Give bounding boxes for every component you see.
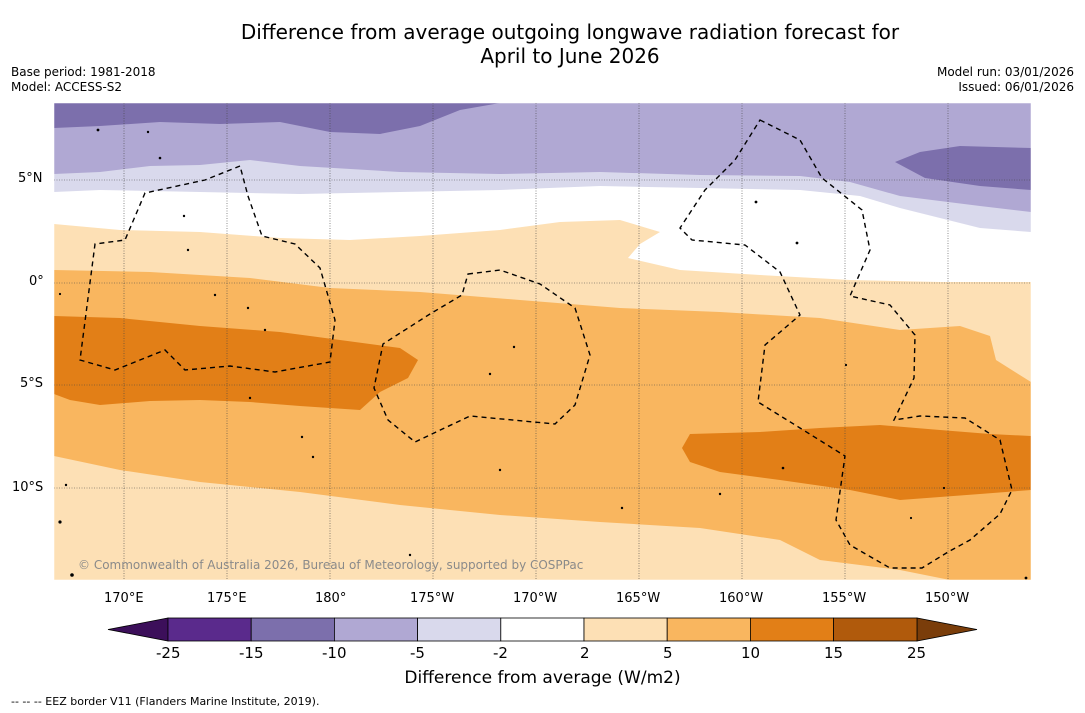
model-run: Model run: 03/01/2026 <box>936 65 1074 79</box>
lon-label-170e: 170°E <box>104 591 144 606</box>
map-field <box>54 103 1031 580</box>
model-name: Model: ACCESS-S2 <box>11 80 123 94</box>
lon-label-175e: 175°E <box>207 591 247 606</box>
map-frame <box>53 102 1032 581</box>
lat-label-5s: 5°S <box>20 376 44 391</box>
colorbar-bin-2 <box>250 617 335 642</box>
colorbar-tick: -15 <box>239 644 264 662</box>
title-line-1: Difference from average outgoing longwav… <box>240 20 900 44</box>
base-period: Base period: 1981-2018 <box>11 65 156 79</box>
lon-label-160w: 160°W <box>719 591 764 606</box>
colorbar-bin-5 <box>500 617 585 642</box>
title-line-2: April to June 2026 <box>480 44 660 68</box>
band-neg-15-north <box>54 103 500 134</box>
islands <box>58 128 1028 580</box>
colorbar-bin-7 <box>666 617 751 642</box>
colorbar-tick: 25 <box>907 644 927 662</box>
colorbar-extend-low <box>107 617 169 642</box>
lon-label-155w: 155°W <box>822 591 867 606</box>
colorbar-tick: -25 <box>156 644 181 662</box>
colorbar-extend-high <box>916 617 978 642</box>
colorbar <box>107 617 978 642</box>
colorbar-tick: 15 <box>824 644 844 662</box>
colorbar-bin-9 <box>833 617 918 642</box>
eez-border-central <box>373 269 591 443</box>
colorbar-bin-4 <box>417 617 502 642</box>
band-pos-10-east <box>682 425 1031 500</box>
colorbar-bin-8 <box>750 617 835 642</box>
eez-border-east <box>679 119 1013 569</box>
lon-label-165w: 165°W <box>616 591 661 606</box>
lat-label-0: 0° <box>29 274 44 289</box>
copyright-notice: © Commonwealth of Australia 2026, Bureau… <box>78 558 584 572</box>
lon-label-150w: 150°W <box>925 591 970 606</box>
colorbar-tick: -2 <box>493 644 508 662</box>
band-neg-10-north <box>54 103 1031 212</box>
eez-borders <box>79 119 1013 569</box>
colorbar-tick: 2 <box>580 644 590 662</box>
band-pos-10-west <box>54 316 418 410</box>
lon-label-180: 180° <box>315 591 347 606</box>
meta-right: Model run: 03/01/2026 Issued: 06/01/2026 <box>937 65 1074 95</box>
colorbar-tick: -5 <box>410 644 425 662</box>
grid-lines <box>54 103 1031 580</box>
chart-title: Difference from average outgoing longwav… <box>0 20 1085 68</box>
issued-date: Issued: 06/01/2026 <box>958 80 1074 94</box>
colorbar-tick: -10 <box>322 644 347 662</box>
band-neg-15-east <box>895 146 1031 190</box>
colorbar-bin-1 <box>167 617 252 642</box>
lon-label-170w: 170°W <box>513 591 558 606</box>
lat-label-10s: 10°S <box>12 480 44 495</box>
meta-left: Base period: 1981-2018 Model: ACCESS-S2 <box>11 65 156 95</box>
colorbar-bin-3 <box>333 617 418 642</box>
colorbar-bin-6 <box>583 617 668 642</box>
lat-label-5n: 5°N <box>18 171 43 186</box>
eez-footnote: -- -- -- EEZ border V11 (Flanders Marine… <box>11 695 320 708</box>
colorbar-label: Difference from average (W/m2) <box>404 668 681 688</box>
colorbar-tick: 5 <box>663 644 673 662</box>
colorbar-tick: 10 <box>741 644 761 662</box>
lon-label-175w: 175°W <box>410 591 455 606</box>
